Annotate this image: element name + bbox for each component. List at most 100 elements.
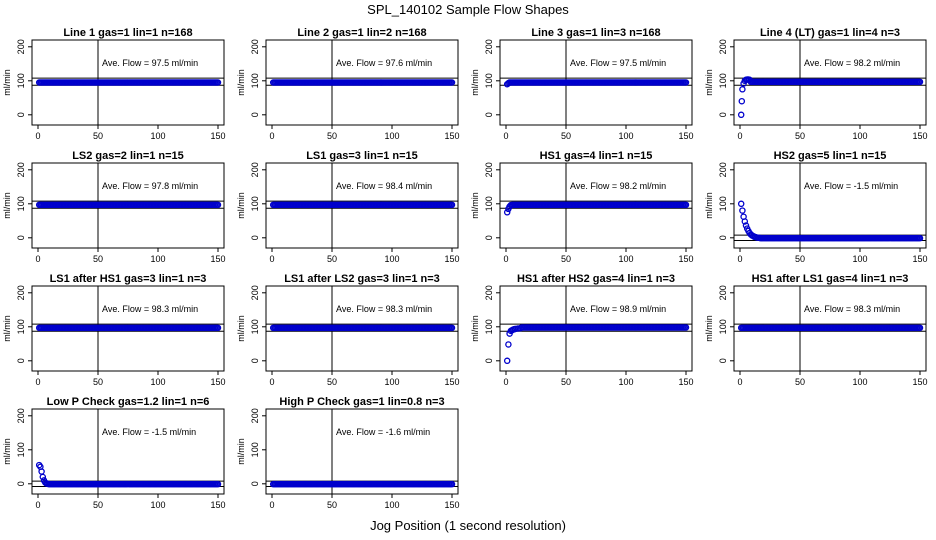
x-tick-label: 150 xyxy=(678,254,693,264)
chart-panel: High P Check gas=1 lin=0.8 n=3 ml/min 0 100… xyxy=(236,396,460,510)
panel-title: High P Check gas=1 lin=0.8 n=3 xyxy=(279,396,444,408)
x-tick-label: 50 xyxy=(795,377,805,387)
x-tick-label: 150 xyxy=(444,254,459,264)
x-tick-label: 0 xyxy=(269,500,274,510)
y-axis-label: ml/min xyxy=(470,192,480,219)
y-axis-label: ml/min xyxy=(470,69,480,96)
y-axis-label: ml/min xyxy=(2,315,12,342)
average-flow-annotation: Ave. Flow = 98.9 ml/min xyxy=(570,304,666,314)
y-tick-label: 100 xyxy=(250,73,260,88)
panel-title: HS2 gas=5 lin=1 n=15 xyxy=(774,150,887,162)
y-tick-label: 200 xyxy=(718,162,728,177)
y-tick-label: 200 xyxy=(16,285,26,300)
plot-frame xyxy=(31,39,225,126)
y-axis-label: ml/min xyxy=(236,438,246,465)
plot-frame xyxy=(31,162,225,249)
x-tick-label: 150 xyxy=(210,131,225,141)
y-tick-label: 200 xyxy=(718,39,728,54)
y-axis-label: ml/min xyxy=(704,69,714,96)
chart-panel: HS1 gas=4 lin=1 n=15 ml/min 0 100 200 0 50 100 1… xyxy=(470,150,694,264)
panel-title: LS1 after HS1 gas=3 lin=1 n=3 xyxy=(50,273,207,285)
x-tick-label: 100 xyxy=(852,131,867,141)
x-tick-label: 100 xyxy=(150,500,165,510)
x-tick-label: 100 xyxy=(852,377,867,387)
y-tick-label: 200 xyxy=(484,285,494,300)
average-flow-annotation: Ave. Flow = 97.5 ml/min xyxy=(570,58,666,68)
y-tick-label: 100 xyxy=(484,73,494,88)
y-tick-label: 0 xyxy=(484,358,494,363)
x-tick-label: 50 xyxy=(795,254,805,264)
y-tick-label: 0 xyxy=(16,358,26,363)
panel-title: HS1 after LS1 gas=4 lin=1 n=3 xyxy=(752,273,909,285)
chart-panel: Line 3 gas=1 lin=3 n=168 ml/min 0 100 200 0 50… xyxy=(470,27,694,141)
panel-title: LS2 gas=2 lin=1 n=15 xyxy=(72,150,184,162)
data-point xyxy=(739,86,746,93)
x-tick-label: 0 xyxy=(503,377,508,387)
y-axis-label: ml/min xyxy=(704,315,714,342)
panel-title: LS1 gas=3 lin=1 n=15 xyxy=(306,150,418,162)
panel-title: Line 3 gas=1 lin=3 n=168 xyxy=(531,27,660,39)
y-tick-label: 100 xyxy=(16,319,26,334)
chart-panel: Line 1 gas=1 lin=1 n=168 ml/min 0 100 200 0 50… xyxy=(2,27,226,141)
y-axis-label: ml/min xyxy=(236,315,246,342)
y-tick-label: 0 xyxy=(718,358,728,363)
chart-panel: LS1 after LS2 gas=3 lin=1 n=3 ml/min 0 100 2… xyxy=(236,273,460,387)
data-point xyxy=(448,324,456,332)
y-axis-label: ml/min xyxy=(236,69,246,96)
x-tick-label: 150 xyxy=(444,377,459,387)
y-tick-label: 100 xyxy=(250,442,260,457)
y-tick-label: 200 xyxy=(250,285,260,300)
data-point xyxy=(214,324,222,332)
x-tick-label: 0 xyxy=(503,254,508,264)
data-point xyxy=(737,200,745,208)
average-flow-annotation: Ave. Flow = -1.5 ml/min xyxy=(804,181,898,191)
y-tick-label: 0 xyxy=(718,235,728,240)
y-axis-label: ml/min xyxy=(2,192,12,219)
y-axis-label: ml/min xyxy=(704,192,714,219)
data-point xyxy=(738,97,746,105)
x-tick-label: 150 xyxy=(678,131,693,141)
y-tick-label: 0 xyxy=(250,358,260,363)
average-flow-annotation: Ave. Flow = 98.2 ml/min xyxy=(570,181,666,191)
x-tick-label: 100 xyxy=(384,131,399,141)
x-tick-label: 50 xyxy=(795,131,805,141)
y-tick-label: 100 xyxy=(16,442,26,457)
y-tick-label: 100 xyxy=(16,196,26,211)
data-point xyxy=(916,78,924,86)
y-tick-label: 0 xyxy=(16,235,26,240)
x-tick-label: 0 xyxy=(269,254,274,264)
y-tick-label: 100 xyxy=(250,319,260,334)
y-tick-label: 0 xyxy=(16,112,26,117)
y-tick-label: 200 xyxy=(16,408,26,423)
chart-panel: Line 4 (LT) gas=1 lin=4 n=3 ml/min 0 100 200… xyxy=(704,27,928,141)
data-point xyxy=(214,480,222,488)
average-flow-annotation: Ave. Flow = 97.6 ml/min xyxy=(336,58,432,68)
x-tick-label: 100 xyxy=(384,377,399,387)
chart-panel: HS2 gas=5 lin=1 n=15 ml/min 0 100 200 0 50 100 1… xyxy=(704,150,928,264)
data-point xyxy=(214,201,222,209)
x-tick-label: 50 xyxy=(93,377,103,387)
average-flow-annotation: Ave. Flow = 98.3 ml/min xyxy=(336,304,432,314)
x-tick-label: 50 xyxy=(327,377,337,387)
plot-frame xyxy=(733,285,927,372)
chart-panel: HS1 after HS2 gas=4 lin=1 n=3 ml/min 0 100 2… xyxy=(470,273,694,387)
plot-frame xyxy=(265,408,459,495)
x-tick-label: 150 xyxy=(678,377,693,387)
data-point xyxy=(682,324,690,331)
x-tick-label: 0 xyxy=(35,500,40,510)
y-tick-label: 0 xyxy=(250,235,260,240)
chart-panel: Low P Check gas=1.2 lin=1 n=6 ml/min 0 100 2… xyxy=(2,396,226,510)
average-flow-annotation: Ave. Flow = 97.8 ml/min xyxy=(102,181,198,191)
average-flow-annotation: Ave. Flow = -1.6 ml/min xyxy=(336,427,430,437)
x-tick-label: 150 xyxy=(912,131,927,141)
y-axis-label: ml/min xyxy=(470,315,480,342)
y-tick-label: 100 xyxy=(250,196,260,211)
x-tick-label: 150 xyxy=(444,500,459,510)
chart-panel: LS2 gas=2 lin=1 n=15 ml/min 0 100 200 0 50 100 1… xyxy=(2,150,226,264)
x-tick-label: 50 xyxy=(327,254,337,264)
x-tick-label: 100 xyxy=(150,254,165,264)
x-tick-label: 150 xyxy=(210,377,225,387)
chart-panel: LS1 gas=3 lin=1 n=15 ml/min 0 100 200 0 50 100 1… xyxy=(236,150,460,264)
x-tick-label: 100 xyxy=(852,254,867,264)
